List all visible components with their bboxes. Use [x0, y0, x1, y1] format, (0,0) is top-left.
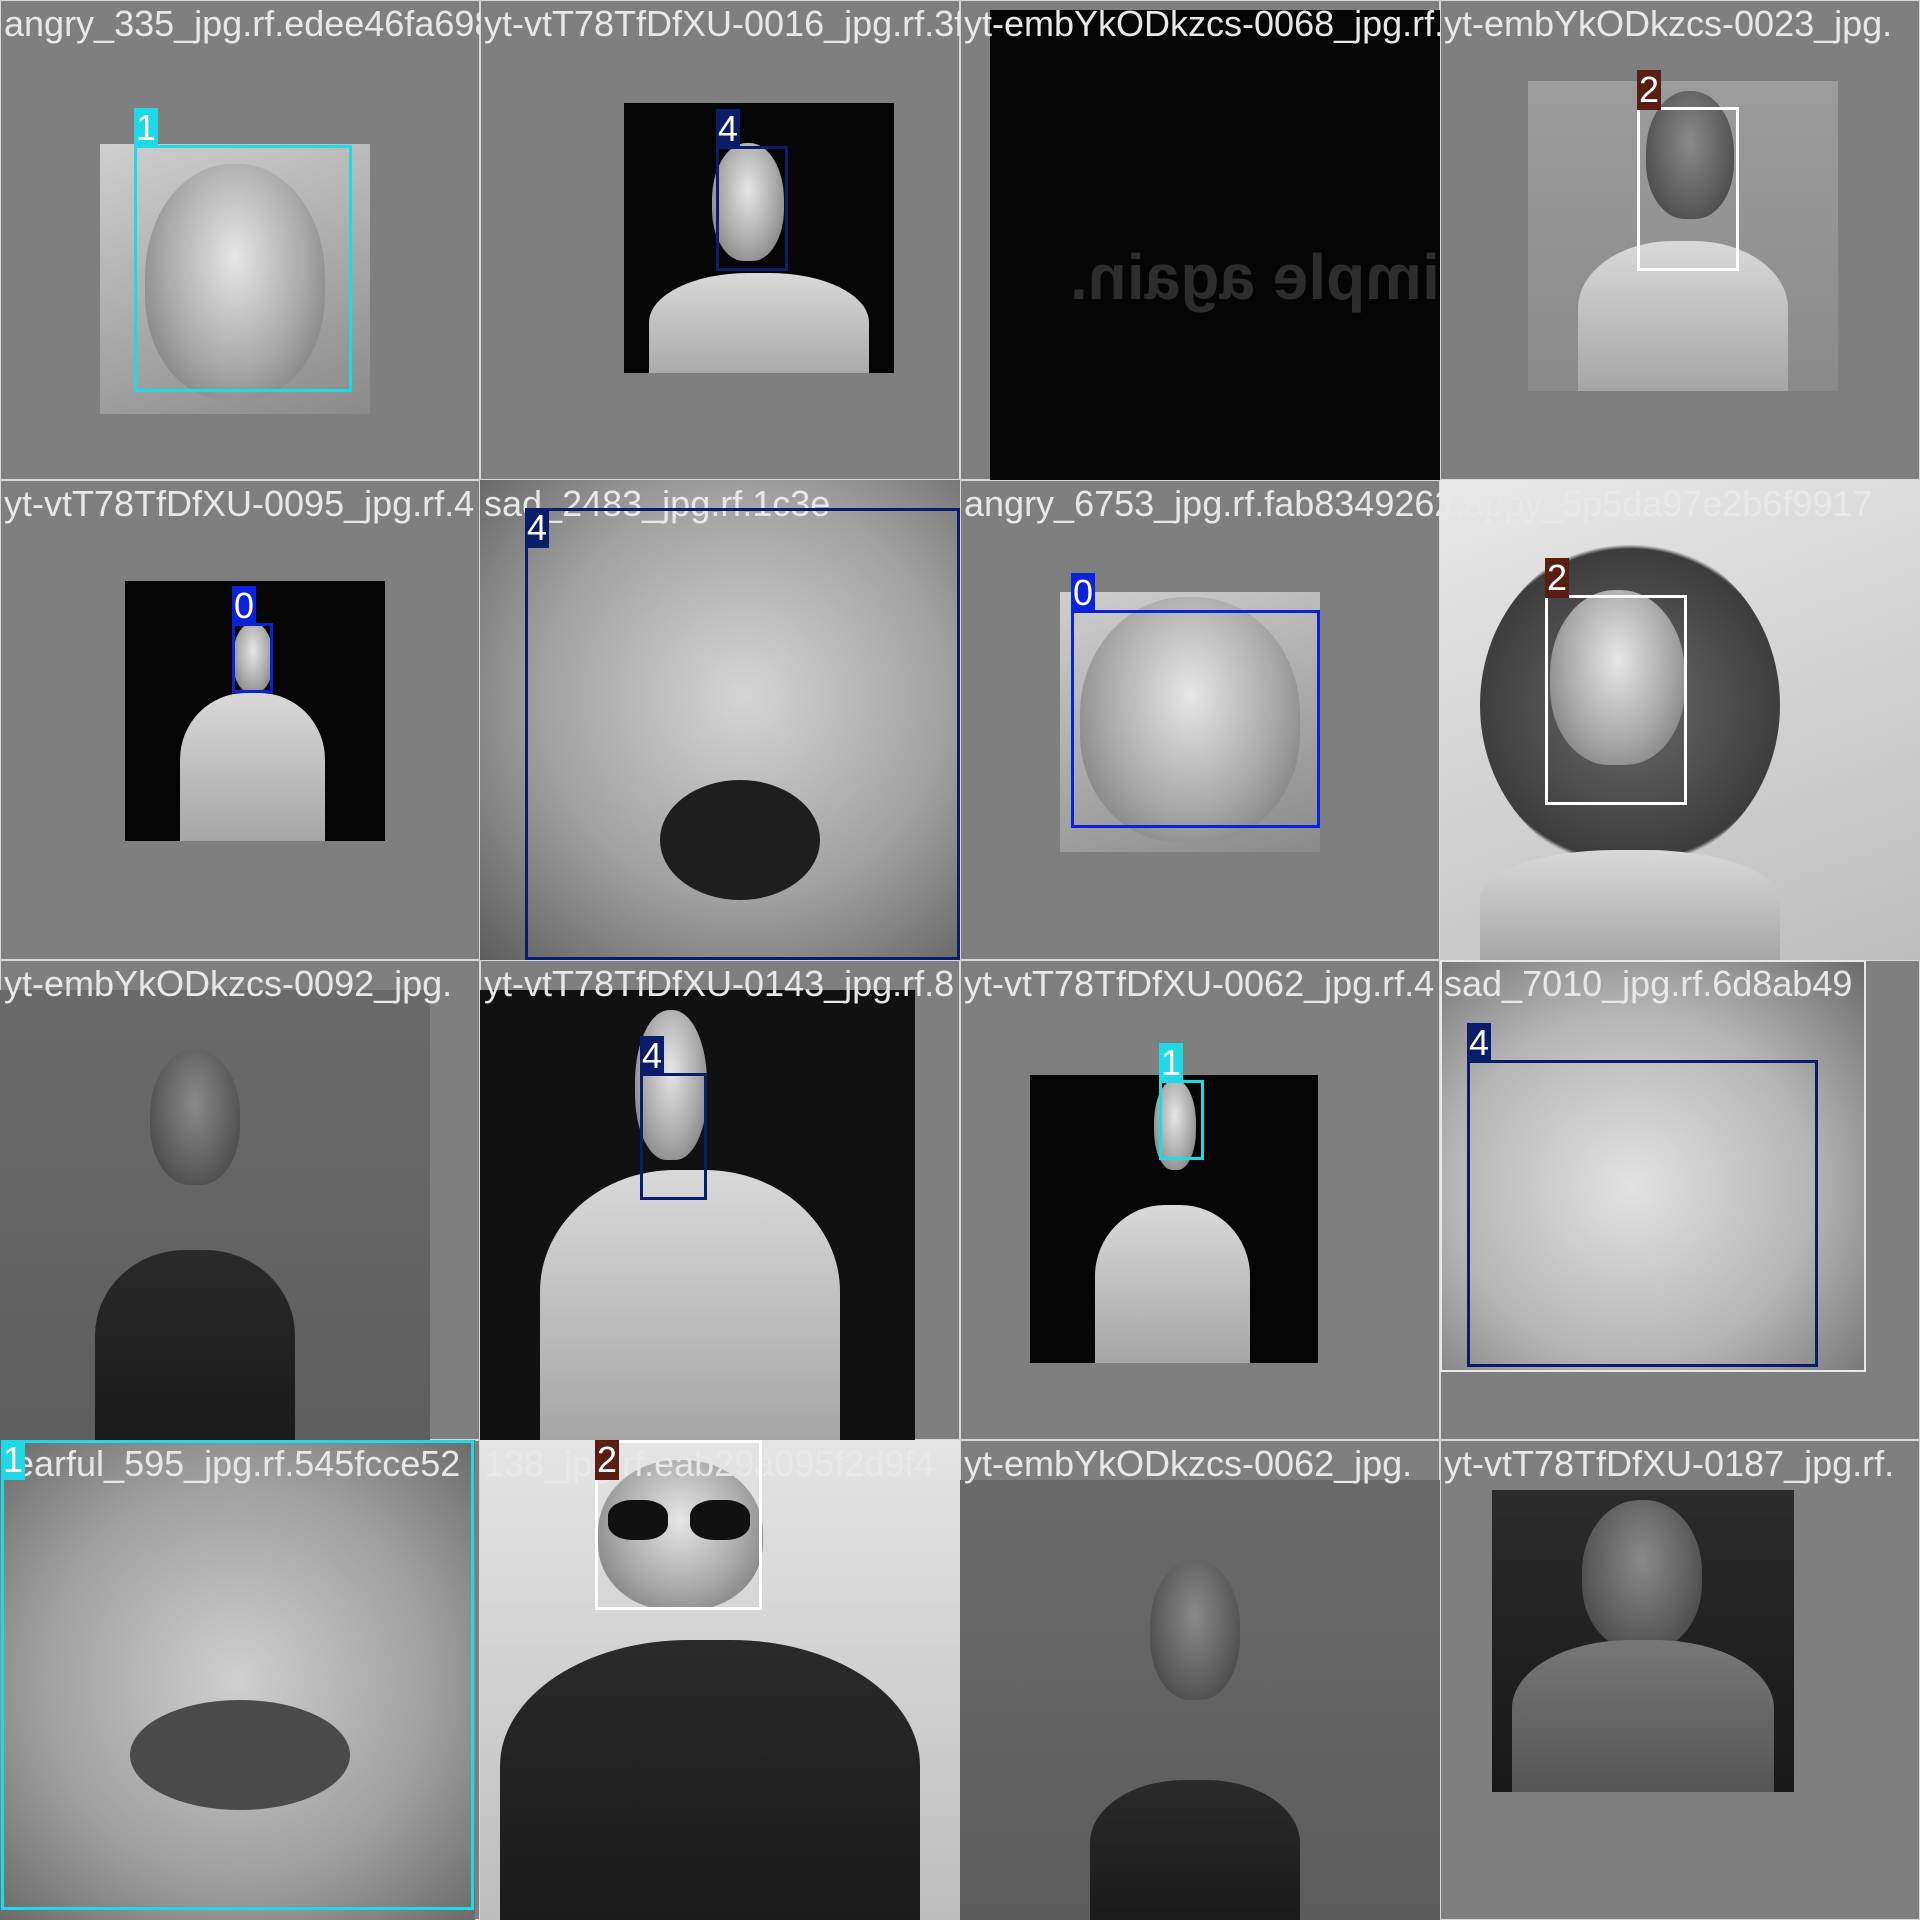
photo — [480, 480, 960, 960]
class-tag: 4 — [716, 108, 740, 149]
bounding-box: 1 — [134, 108, 352, 392]
face — [1646, 91, 1734, 219]
tile-angry-6753: 0 angry_6753_jpg.rf.fab8349262d09 — [960, 480, 1440, 960]
mouth — [660, 780, 820, 900]
sunglasses-left — [608, 1500, 668, 1540]
torso — [649, 273, 869, 373]
bounding-box: 4 — [640, 1036, 707, 1200]
tile-label: sad_7010_jpg.rf.6d8ab49 — [1444, 963, 1853, 1004]
tile-label: yt-vtT78TfDfXU-0095_jpg.rf.4 — [4, 483, 475, 524]
tile-label: yt-embYkODkzcs-0023_jpg. — [1444, 3, 1893, 44]
tile-fearful-595: 1 fearful_595_jpg.rf.545fcce52 — [0, 1440, 480, 1920]
photo: Simple again. — [990, 10, 1440, 480]
torso — [95, 1250, 295, 1440]
photo — [624, 103, 894, 373]
tile-angry-335: 1 angry_335_jpg.rf.edee46fa698dd0a1f7d1c… — [0, 0, 480, 480]
bounding-box: 0 — [232, 586, 273, 693]
bounding-box: 4 — [525, 508, 960, 960]
torso — [1578, 241, 1788, 391]
face — [1550, 590, 1685, 765]
class-tag: 2 — [1637, 69, 1661, 110]
bounding-box: 1 — [1159, 1043, 1204, 1160]
tile-yt-vtT78-0187: yt-vtT78TfDfXU-0187_jpg.rf. — [1440, 1440, 1920, 1920]
torso — [540, 1170, 840, 1440]
tile-sunglasses-man: 2 138_jpg.rf.eab29a095f2d9f4 — [480, 1440, 960, 1920]
class-tag: 0 — [232, 585, 256, 626]
bounding-box: 2 — [595, 1440, 762, 1610]
photo — [1440, 960, 1866, 1372]
photo — [100, 144, 370, 414]
sunglasses-right — [690, 1500, 750, 1540]
tile-yt-vtT78-0016: 4 yt-vtT78TfDfXU-0016_jpg.rf.3f6edd95f2a… — [480, 0, 960, 480]
face — [1080, 597, 1300, 842]
class-tag: 4 — [640, 1035, 664, 1076]
tile-yt-vtT78-0143: 4 yt-vtT78TfDfXU-0143_jpg.rf.8 — [480, 960, 960, 1440]
bounding-box: 2 — [1637, 70, 1739, 271]
tile-label: yt-vtT78TfDfXU-0062_jpg.rf.4 — [964, 963, 1435, 1004]
photo — [0, 990, 430, 1440]
face — [712, 143, 784, 261]
class-tag: 0 — [1071, 572, 1095, 613]
tile-yt-vtT78-0062: 1 yt-vtT78TfDfXU-0062_jpg.rf.4 — [960, 960, 1440, 1440]
face — [150, 1050, 240, 1185]
class-tag: 1 — [1159, 1042, 1183, 1083]
photo — [1030, 1075, 1318, 1363]
tile-label: yt-embYkODkzcs-0092_jpg. — [4, 963, 453, 1004]
face — [233, 623, 273, 693]
bounding-box: 2 — [1545, 558, 1687, 805]
class-tag: 1 — [134, 107, 158, 148]
tile-yt-embYkODkzcs-0092: yt-embYkODkzcs-0092_jpg. — [0, 960, 480, 1440]
tile-label: yt-embYkODkzcs-0068_jpg.rf.1ebb1f — [964, 3, 1440, 44]
class-tag: 1 — [1, 1440, 25, 1480]
tile-label: angry_6753_jpg.rf.fab8349262d09 — [964, 483, 1440, 524]
tile-crying-baby: 4 sad_2483_jpg.rf.1c3e — [480, 480, 960, 960]
face — [145, 164, 325, 399]
tile-label: fearful_595_jpg.rf.545fcce52 — [4, 1443, 461, 1484]
face — [1150, 1560, 1240, 1700]
photo — [960, 1480, 1440, 1920]
class-tag: 2 — [1545, 557, 1569, 598]
class-tag: 2 — [595, 1440, 619, 1480]
tile-label: yt-vtT78TfDfXU-0187_jpg.rf. — [1444, 1443, 1895, 1484]
class-tag: 4 — [525, 507, 549, 548]
tile-label: happy_5p5da97e2b6f9917 — [1444, 483, 1873, 524]
bounding-box: 4 — [1467, 1023, 1818, 1367]
photo — [1492, 1490, 1794, 1792]
tile-yt-vtT78-0095: 0 yt-vtT78TfDfXU-0095_jpg.rf.4 — [0, 480, 480, 960]
tile-label: yt-embYkODkzcs-0062_jpg. — [964, 1443, 1413, 1484]
face — [635, 1010, 707, 1160]
tile-yt-embYkODkzcs-0023: 2 yt-embYkODkzcs-0023_jpg. — [1440, 0, 1920, 480]
mirrored-caption: Simple again. — [1070, 241, 1440, 313]
class-tag: 4 — [1467, 1022, 1491, 1063]
tile-surprised-curly: 2 happy_5p5da97e2b6f9917 — [1440, 480, 1920, 960]
face — [1582, 1500, 1702, 1650]
bounding-box: 1 — [1, 1440, 474, 1910]
photo — [0, 1440, 475, 1920]
torso — [1095, 1205, 1250, 1363]
torso — [1480, 850, 1780, 960]
torso — [1512, 1640, 1774, 1792]
tile-boy-face: 4 sad_7010_jpg.rf.6d8ab49 — [1440, 960, 1920, 1440]
photo — [1528, 81, 1838, 391]
bounding-box: 4 — [716, 109, 788, 271]
photo — [480, 990, 915, 1440]
torso — [500, 1640, 920, 1920]
tile-yt-embYkODkzcs-0062: yt-embYkODkzcs-0062_jpg. — [960, 1440, 1440, 1920]
torso — [180, 693, 325, 841]
photo — [480, 1440, 960, 1920]
bounding-box: 0 — [1071, 573, 1320, 828]
mouth — [130, 1700, 350, 1810]
tile-label: angry_335_jpg.rf.edee46fa698dd0a1f7d1cd — [4, 3, 480, 44]
tile-label: yt-vtT78TfDfXU-0143_jpg.rf.8 — [484, 963, 955, 1004]
photo — [1060, 592, 1320, 852]
tile-label: 138_jpg.rf.eab29a095f2d9f4 — [484, 1443, 935, 1484]
torso — [1090, 1780, 1300, 1920]
tile-yt-embYkODkzcs-0068: Simple again. yt-embYkODkzcs-0068_jpg.rf… — [960, 0, 1440, 480]
tile-label: yt-vtT78TfDfXU-0016_jpg.rf.3f6edd95f2aa — [484, 3, 960, 44]
